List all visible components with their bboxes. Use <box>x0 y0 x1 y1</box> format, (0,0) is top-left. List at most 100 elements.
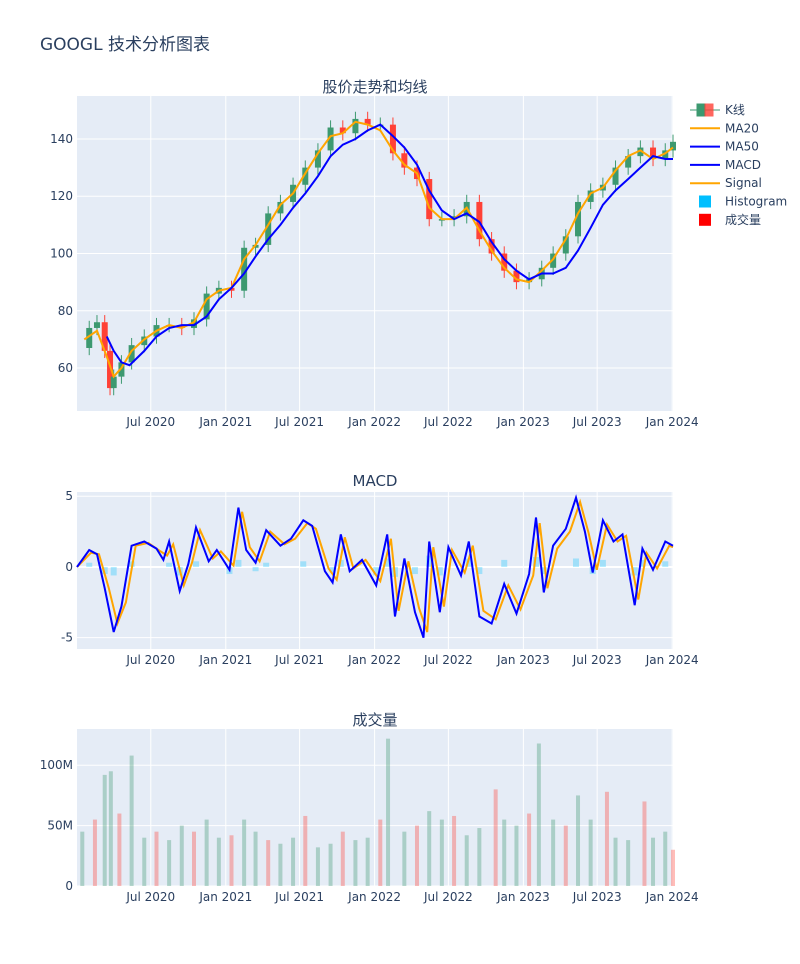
x-tick-label: Jul 2020 <box>125 890 175 904</box>
candle <box>86 320 93 356</box>
histogram-bar <box>193 561 200 567</box>
histogram-bar <box>110 566 117 576</box>
y-tick-label: 60 <box>58 361 73 375</box>
candle <box>488 232 495 261</box>
volume-bar <box>502 819 507 886</box>
y-tick-label: 120 <box>50 189 73 203</box>
volume-bar <box>278 843 283 886</box>
legend-item[interactable]: K线 <box>690 103 745 117</box>
histogram-bar <box>86 562 93 567</box>
candle-body <box>501 253 508 271</box>
volume-bar <box>551 819 556 886</box>
candle-body <box>662 150 669 159</box>
candle-body <box>314 150 321 168</box>
candle-body <box>513 270 520 283</box>
histogram-bar <box>599 559 606 567</box>
legend-item[interactable]: Histogram <box>699 195 787 209</box>
histogram-bar <box>263 562 270 567</box>
chart-main-title: GOOGL 技术分析图表 <box>40 35 210 55</box>
histogram-bar <box>166 562 173 567</box>
histogram-bar <box>631 566 638 576</box>
candle-body <box>190 319 197 328</box>
candle <box>562 229 569 261</box>
volume-bar <box>229 835 234 886</box>
candle <box>670 134 676 158</box>
candle-body <box>670 141 676 151</box>
candle <box>389 117 396 161</box>
histogram-bar <box>436 566 443 576</box>
candle-body <box>228 287 235 291</box>
histogram-bar <box>501 559 508 567</box>
x-tick-label: Jan 2022 <box>347 415 401 429</box>
candle-body <box>118 362 125 377</box>
volume-bar <box>142 837 147 886</box>
volume-bar <box>527 813 532 886</box>
candle <box>526 272 533 290</box>
volume-bar <box>353 840 358 886</box>
x-tick-label: Jan 2024 <box>645 653 699 667</box>
legend-label: MACD <box>725 158 761 172</box>
legend[interactable]: K线 MA20 MA50 MACD Signal Histogram 成交量 <box>690 103 787 227</box>
volume-bar <box>365 837 370 886</box>
macd-panel: Jul 2020 Jan 2021 Jul 2021 Jan 2022 Jul 2022… <box>61 489 699 667</box>
volume-bar <box>108 771 113 886</box>
volume-bar <box>386 738 391 886</box>
legend-item[interactable]: MA50 <box>690 140 759 154</box>
volume-bar <box>80 831 85 886</box>
candle <box>314 143 321 175</box>
ma50-line <box>105 123 673 367</box>
candle-body <box>241 247 248 291</box>
x-tick-label: Jan 2022 <box>347 653 401 667</box>
candle <box>228 280 235 298</box>
y-tick-label: 50M <box>47 819 73 833</box>
candle-body <box>178 325 185 328</box>
candle-body <box>352 118 359 134</box>
volume-bar <box>452 815 457 886</box>
histogram-bar <box>384 558 391 567</box>
candle-body <box>612 167 619 185</box>
price-panel-title: 股价走势和均线 <box>322 78 428 96</box>
volume-bar <box>576 795 581 886</box>
candle <box>277 194 284 221</box>
candle <box>178 317 185 336</box>
candle <box>203 286 210 327</box>
volume-bar <box>253 831 258 886</box>
legend-label: Histogram <box>725 195 787 209</box>
candle-body <box>86 327 93 348</box>
x-tick-label: Jul 2021 <box>274 653 324 667</box>
histogram-bar <box>373 566 380 576</box>
volume-bar <box>129 755 134 886</box>
legend-item[interactable]: Signal <box>690 176 762 190</box>
signal-line <box>76 498 674 633</box>
legend-label: 成交量 <box>725 212 761 227</box>
candle <box>550 246 557 275</box>
macd-line <box>76 494 674 639</box>
x-tick-label: Jul 2023 <box>572 653 622 667</box>
x-tick-label: Jul 2022 <box>423 890 473 904</box>
x-tick-label: Jan 2021 <box>198 890 252 904</box>
volume-bar <box>242 819 247 886</box>
x-tick-label: Jul 2022 <box>423 415 473 429</box>
candle-body <box>389 124 396 154</box>
legend-swatch <box>704 103 714 117</box>
legend-label: MA20 <box>725 121 759 135</box>
legend-label: MA50 <box>725 140 759 154</box>
y-tick-label: 0 <box>65 879 73 893</box>
macd-panel-title: MACD <box>352 472 398 490</box>
candle-body <box>637 147 644 157</box>
y-tick-label: -5 <box>61 631 73 645</box>
legend-item[interactable]: 成交量 <box>699 212 761 227</box>
volume-bar <box>303 815 308 886</box>
candle-body <box>93 322 100 328</box>
histogram-bar <box>572 558 579 567</box>
x-tick-label: Jan 2023 <box>496 890 550 904</box>
candle-body <box>625 156 632 168</box>
histogram-bar <box>662 561 669 567</box>
histogram-bar <box>476 566 483 575</box>
volume-bar <box>563 825 568 886</box>
candle <box>625 148 632 175</box>
legend-item[interactable]: MACD <box>690 158 761 172</box>
legend-item[interactable]: MA20 <box>690 121 759 135</box>
candle-body <box>339 127 346 134</box>
